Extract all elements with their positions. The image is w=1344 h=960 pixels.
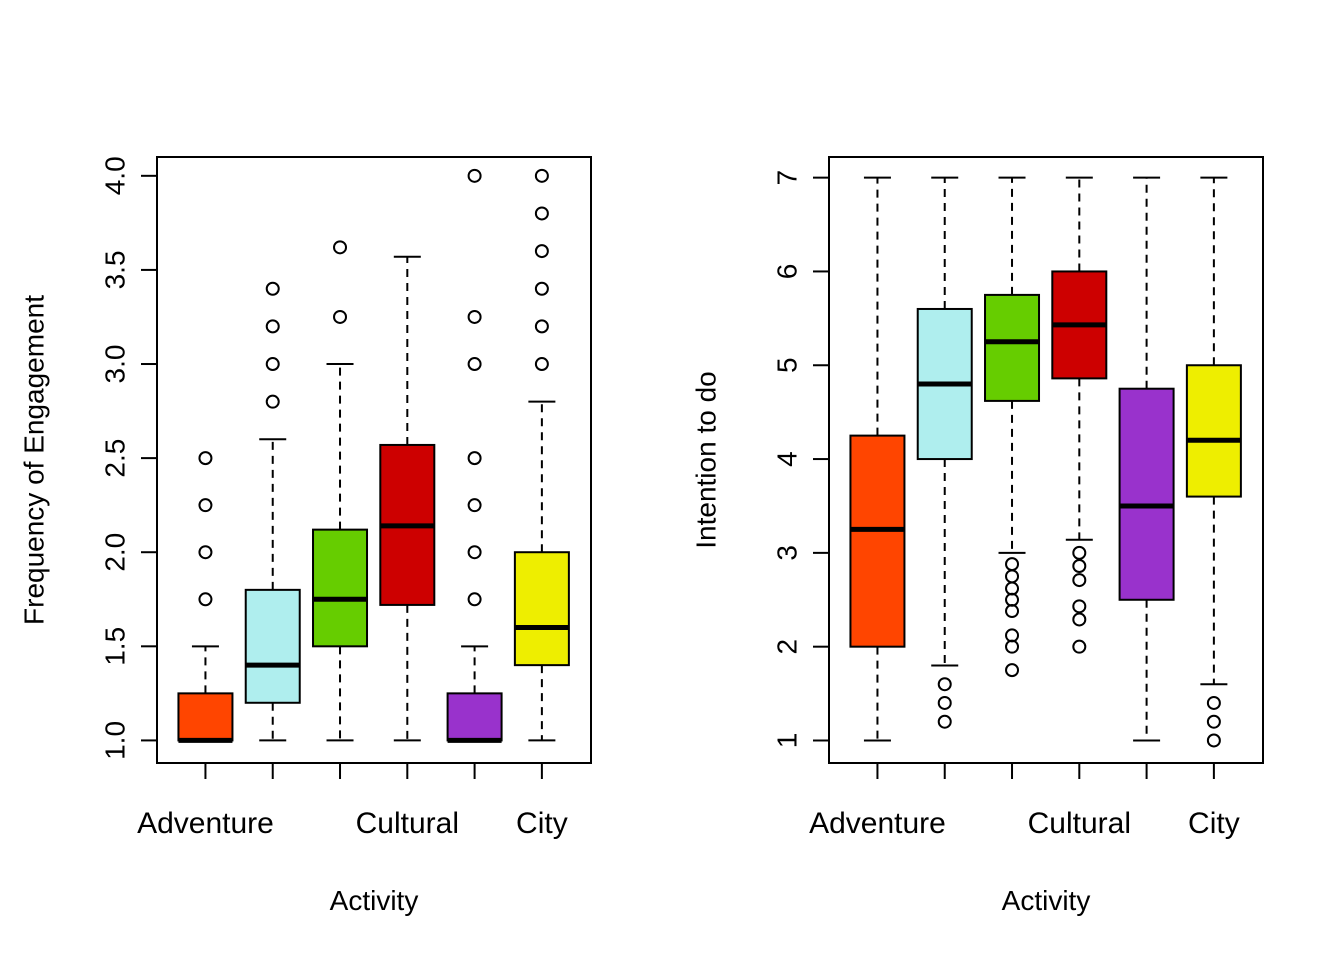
outlier-point <box>1005 581 1020 596</box>
y-tick-label: 4.0 <box>99 156 130 195</box>
box-1 <box>177 451 234 743</box>
outlier-point <box>937 695 952 710</box>
x-category-label: City <box>1188 807 1240 840</box>
outlier-point <box>265 357 280 372</box>
outlier-point <box>534 168 549 183</box>
outlier-point <box>937 677 952 692</box>
y-tick-label: 2 <box>771 639 802 655</box>
outlier-point <box>1005 557 1020 572</box>
y-tick-label: 1.0 <box>99 721 130 760</box>
x-category-label: City <box>516 807 568 840</box>
outlier-point <box>1206 714 1221 729</box>
outlier-point <box>1206 695 1221 710</box>
outlier-point <box>1005 569 1020 584</box>
x-axis-title: Activity <box>330 885 419 916</box>
y-axis-title: Intention to do <box>690 371 721 548</box>
outlier-point <box>1072 559 1087 574</box>
box-6 <box>1185 176 1242 748</box>
x-category-label: Cultural <box>356 807 459 840</box>
box-body <box>446 692 503 742</box>
outlier-point <box>265 394 280 409</box>
box-6 <box>513 168 570 742</box>
outlier-point <box>1072 599 1087 614</box>
outlier-point <box>534 281 549 296</box>
box-3 <box>312 240 369 742</box>
y-tick-label: 7 <box>771 170 802 186</box>
outlier-point <box>534 244 549 259</box>
plot-panel-1: 1.0 1.5 2.0 2.5 3.0 3.5 4.0 Frequency of Engage… <box>18 156 592 916</box>
plot-frame <box>156 156 592 764</box>
outlier-point <box>198 451 213 466</box>
y-axis-title: Frequency of Engagement <box>18 295 49 625</box>
y-tick-label: 1 <box>771 733 802 749</box>
x-axis-title: Activity <box>1002 885 1091 916</box>
outlier-point <box>1005 663 1020 678</box>
box-body <box>849 434 906 648</box>
box-body <box>177 692 234 742</box>
outlier-point <box>937 714 952 729</box>
y-tick-label: 3.5 <box>99 250 130 289</box>
outlier-point <box>198 498 213 513</box>
outlier-point <box>467 545 482 560</box>
box-3 <box>984 176 1041 678</box>
outlier-point <box>1206 733 1221 748</box>
y-tick-label: 2.5 <box>99 439 130 478</box>
x-category-label: Cultural <box>1028 807 1131 840</box>
box-4 <box>1051 176 1108 654</box>
y-tick-label: 6 <box>771 264 802 280</box>
outlier-point <box>265 319 280 334</box>
outlier-point <box>333 240 348 255</box>
outlier-point <box>333 309 348 324</box>
box-5 <box>446 168 503 743</box>
outlier-point <box>467 309 482 324</box>
outlier-point <box>1005 639 1020 654</box>
y-tick-label: 5 <box>771 357 802 373</box>
plot-panel-2: 1 2 3 4 5 6 7 Intention to do Adventure Cultural C… <box>690 156 1264 916</box>
outlier-point <box>1072 639 1087 654</box>
x-category-label: Adventure <box>809 807 946 840</box>
outlier-point <box>198 592 213 607</box>
box-4 <box>379 255 436 742</box>
y-tick-label: 4 <box>771 451 802 467</box>
outlier-point <box>1072 573 1087 588</box>
outlier-point <box>534 206 549 221</box>
outlier-point <box>1005 628 1020 643</box>
x-category-label: Adventure <box>137 807 274 840</box>
outlier-point <box>534 357 549 372</box>
box-2 <box>244 281 301 742</box>
outlier-point <box>265 281 280 296</box>
outlier-point <box>1072 545 1087 560</box>
outlier-point <box>467 498 482 513</box>
outlier-point <box>467 357 482 372</box>
box-1 <box>849 176 906 742</box>
outlier-point <box>1072 612 1087 627</box>
box-5 <box>1118 176 1175 742</box>
outlier-point <box>467 592 482 607</box>
box-body <box>312 528 369 648</box>
y-tick-label: 3 <box>771 545 802 561</box>
box-body <box>984 293 1041 402</box>
outlier-point <box>1005 604 1020 619</box>
outlier-point <box>198 545 213 560</box>
outlier-point <box>534 319 549 334</box>
outlier-point <box>1005 592 1020 607</box>
box-body <box>244 588 301 704</box>
box-body <box>1118 387 1175 601</box>
box-body <box>1185 364 1242 498</box>
box-2 <box>916 176 973 729</box>
y-tick-label: 3.0 <box>99 345 130 384</box>
box-body <box>513 551 570 667</box>
outlier-point <box>467 451 482 466</box>
y-tick-label: 1.5 <box>99 627 130 666</box>
outlier-point <box>467 168 482 183</box>
y-tick-label: 2.0 <box>99 533 130 572</box>
